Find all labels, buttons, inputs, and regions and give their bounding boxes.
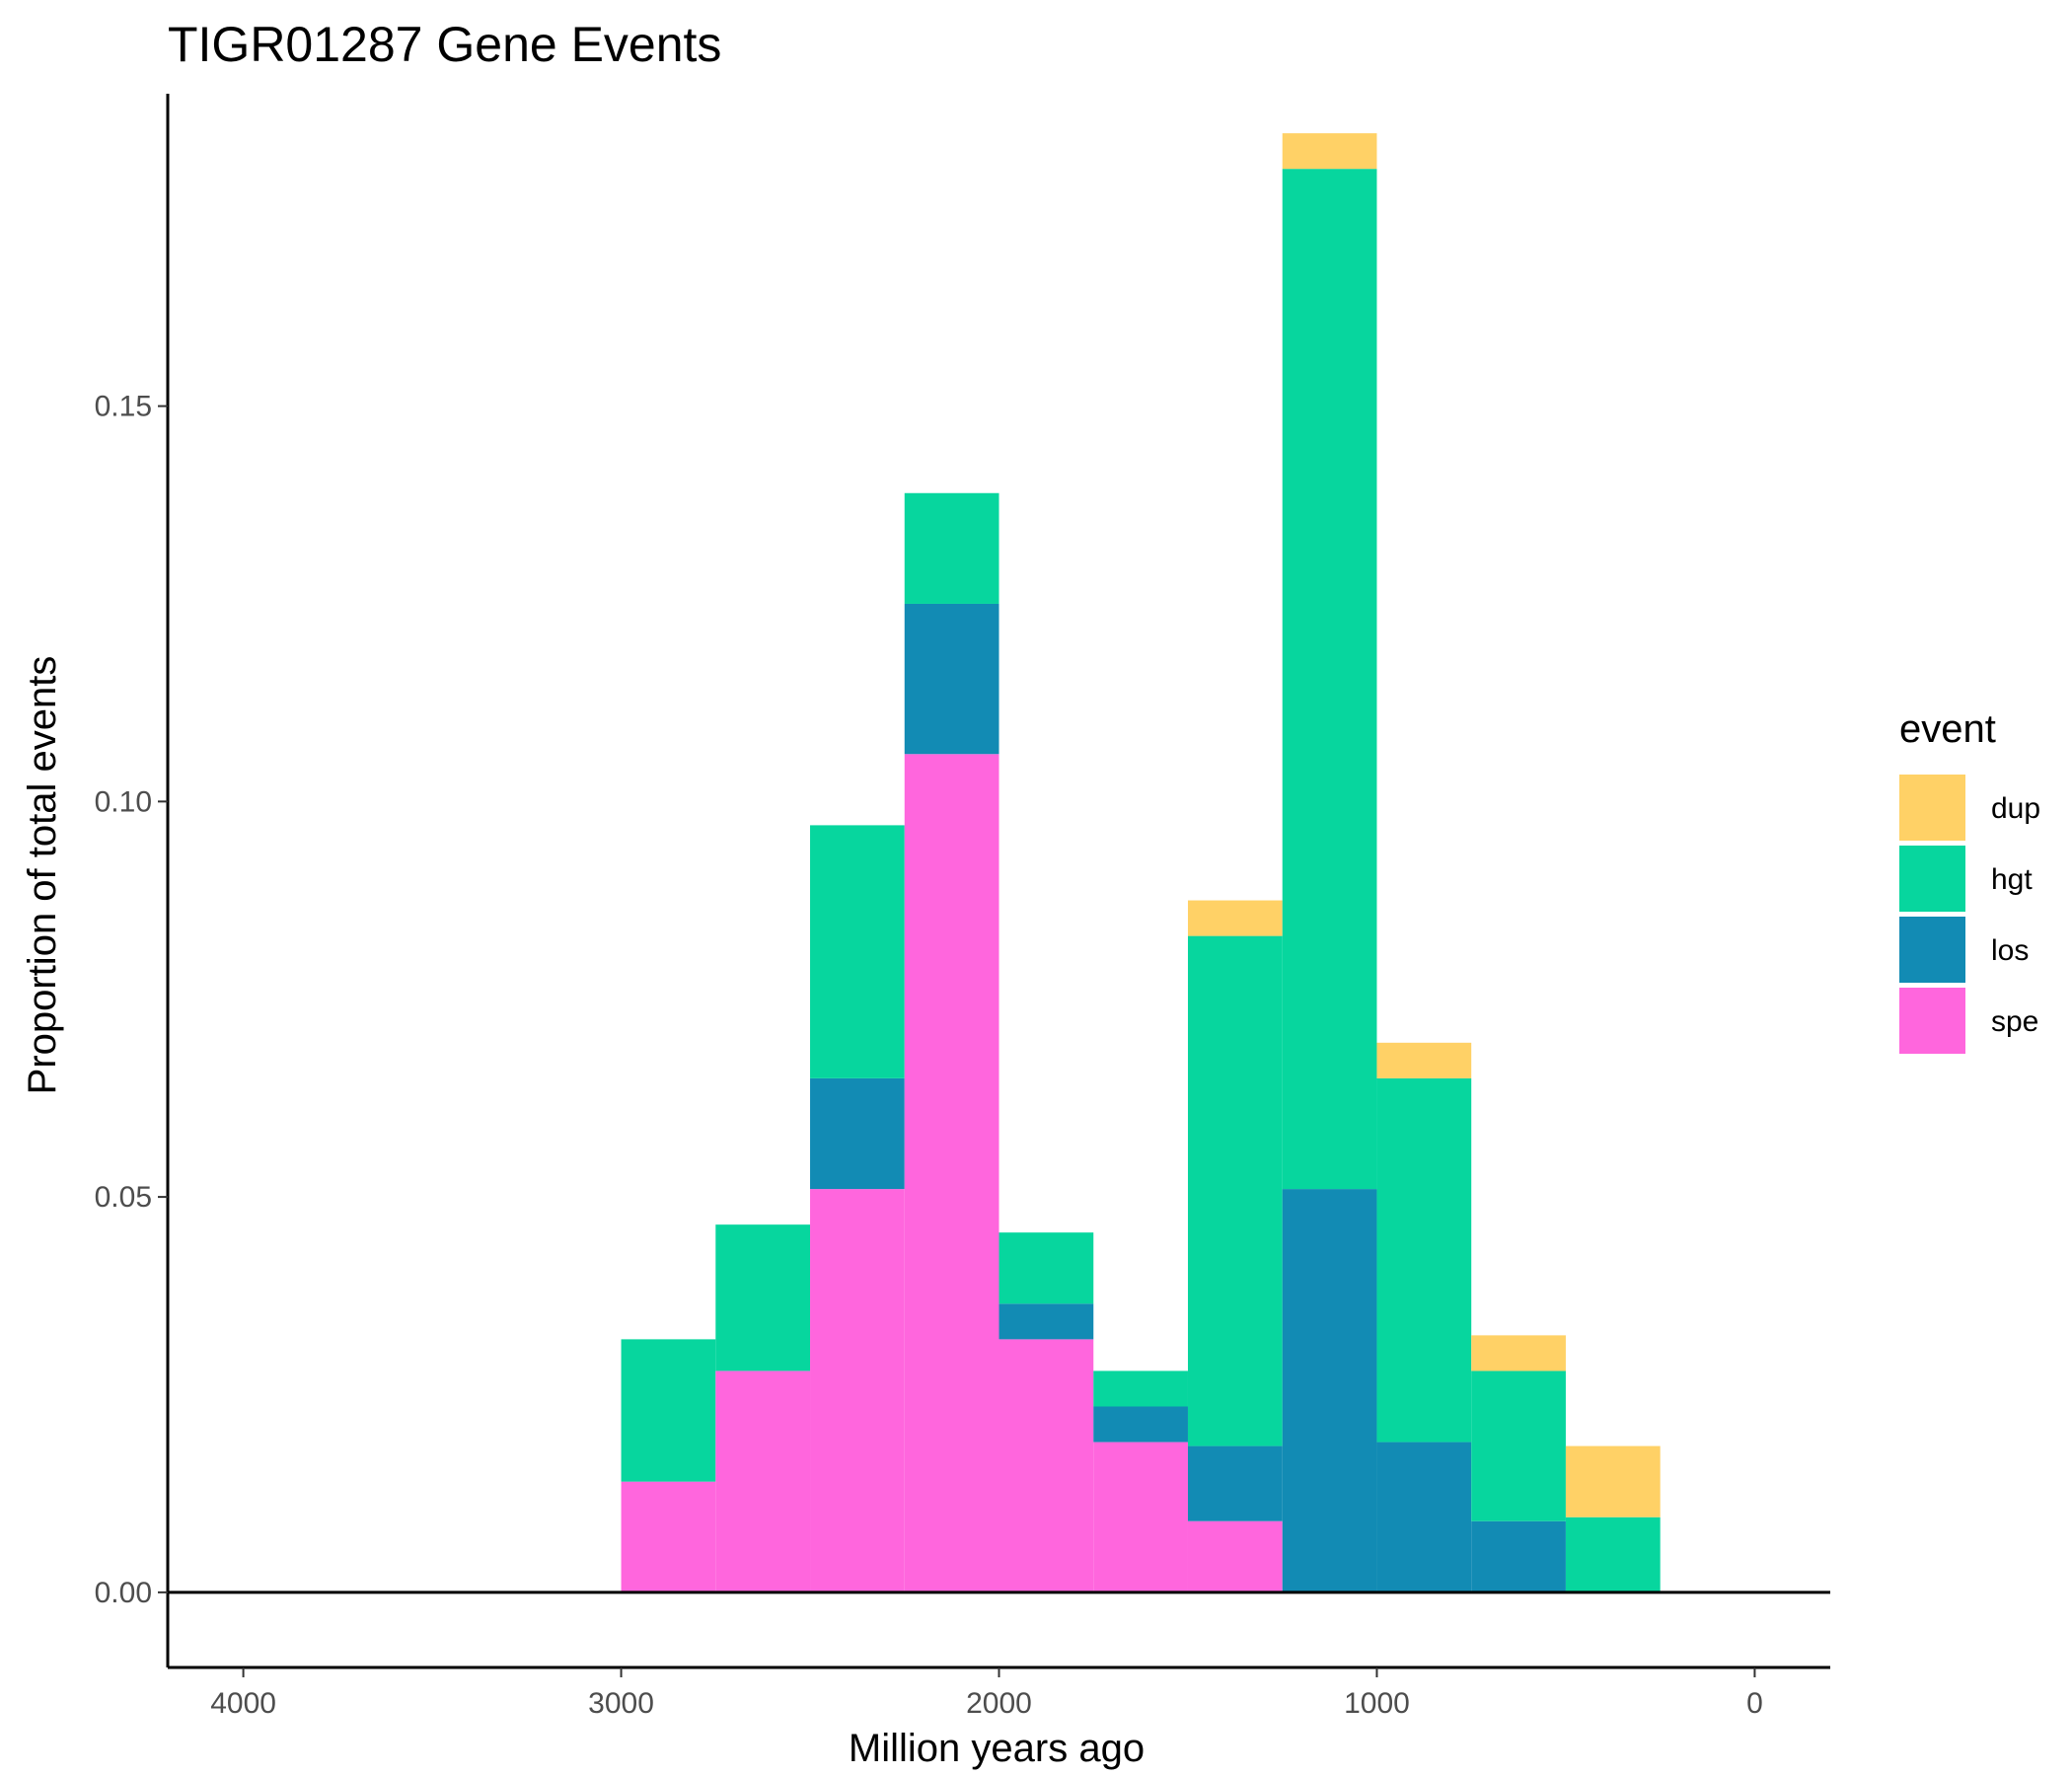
bars-layer: [621, 133, 1661, 1592]
bar-hgt-2375: [810, 825, 905, 1078]
y-ticks: 0.00 0.05 0.10 0.15: [95, 391, 168, 1609]
bar-hgt-375: [1565, 1517, 1661, 1592]
x-tick-label: 2000: [966, 1687, 1032, 1720]
bar-spe-2375: [810, 1189, 905, 1592]
bar-dup-875: [1376, 1042, 1472, 1078]
legend-label-los: los: [1991, 934, 2029, 967]
bar-dup-1375: [1187, 900, 1283, 936]
bar-hgt-2625: [715, 1224, 811, 1371]
bar-spe-1375: [1187, 1520, 1283, 1592]
y-tick-label: 0.15: [95, 391, 152, 423]
bar-spe-2125: [904, 754, 999, 1592]
x-tick-label: 4000: [210, 1687, 276, 1720]
bar-los-2125: [904, 603, 999, 755]
bar-los-1625: [1093, 1406, 1188, 1443]
bar-spe-1875: [999, 1339, 1094, 1592]
x-tick-label: 0: [1746, 1687, 1763, 1720]
bar-hgt-1875: [999, 1232, 1094, 1304]
bar-spe-1625: [1093, 1442, 1188, 1592]
bar-los-625: [1471, 1520, 1566, 1592]
bar-los-2375: [810, 1077, 905, 1190]
legend-title: event: [1899, 707, 1996, 751]
bar-spe-2625: [715, 1370, 811, 1592]
bar-hgt-1625: [1093, 1370, 1188, 1407]
x-ticks: 4000 3000 2000 1000 0: [210, 1667, 1763, 1720]
bar-hgt-1375: [1187, 935, 1283, 1446]
legend-label-hgt: hgt: [1991, 863, 2033, 896]
bar-dup-375: [1565, 1445, 1661, 1517]
bar-hgt-2125: [904, 492, 999, 604]
bar-los-1875: [999, 1303, 1094, 1340]
bar-los-1125: [1282, 1189, 1377, 1592]
legend-label-dup: dup: [1991, 792, 2040, 825]
y-axis-title: Proportion of total events: [21, 656, 64, 1095]
bar-los-1375: [1187, 1445, 1283, 1521]
x-tick-label: 1000: [1344, 1687, 1410, 1720]
bar-spe-2875: [621, 1481, 716, 1592]
bar-dup-625: [1471, 1335, 1566, 1371]
legend-key-spe: [1899, 988, 1965, 1054]
y-tick-label: 0.00: [95, 1577, 152, 1609]
legend-key-dup: [1899, 775, 1965, 841]
bar-hgt-875: [1376, 1077, 1472, 1443]
bar-hgt-2875: [621, 1339, 716, 1482]
y-tick-label: 0.10: [95, 785, 152, 818]
legend-key-los: [1899, 917, 1965, 983]
x-axis-title: Million years ago: [849, 1727, 1145, 1770]
legend: event dup hgt los spe: [1899, 707, 2040, 1054]
bar-hgt-1125: [1282, 169, 1377, 1190]
bar-los-875: [1376, 1442, 1472, 1592]
bar-hgt-625: [1471, 1370, 1566, 1521]
x-tick-label: 3000: [588, 1687, 654, 1720]
bar-dup-1125: [1282, 133, 1377, 170]
legend-label-spe: spe: [1991, 1005, 2038, 1038]
legend-key-hgt: [1899, 846, 1965, 912]
y-tick-label: 0.05: [95, 1181, 152, 1214]
chart-title: TIGR01287 Gene Events: [168, 17, 721, 72]
